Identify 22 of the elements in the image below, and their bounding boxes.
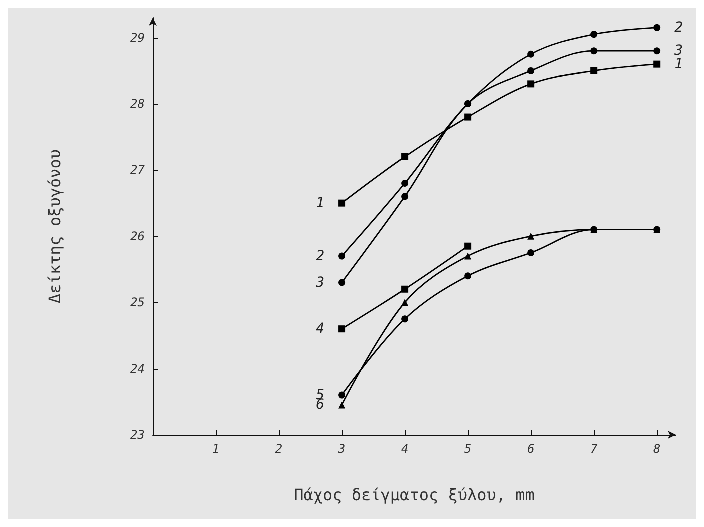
x-tick-label: 8 xyxy=(653,442,661,456)
x-tick-label: 5 xyxy=(464,442,472,456)
series-label: 1 xyxy=(316,195,325,212)
y-tick-label: 25 xyxy=(130,296,145,310)
y-axis-title: Δείκτης οξυγόνου xyxy=(46,149,64,304)
x-axis-title: Πάχος δείγματος ξύλου, mm xyxy=(294,486,535,504)
x-tick-label: 4 xyxy=(401,442,409,456)
y-tick-label: 29 xyxy=(130,30,145,45)
y-tick-label: 28 xyxy=(130,97,145,112)
y-tick-label: 23 xyxy=(130,428,145,442)
text: 3 xyxy=(316,274,325,291)
y-tick-label: 24 xyxy=(130,362,145,376)
y-tick-label: 27 xyxy=(130,163,146,178)
x-tick-label: 1 xyxy=(212,442,220,456)
series-label: 4 xyxy=(316,321,325,338)
x-tick-label: 3 xyxy=(337,442,346,456)
text: 2 xyxy=(316,248,325,264)
series-label: 2 xyxy=(674,20,684,36)
x-tick-label: 2 xyxy=(275,442,283,456)
x-tick-label: 6 xyxy=(527,442,535,456)
x-tick-label: 7 xyxy=(590,442,598,456)
y-tick-label: 26 xyxy=(130,229,145,244)
